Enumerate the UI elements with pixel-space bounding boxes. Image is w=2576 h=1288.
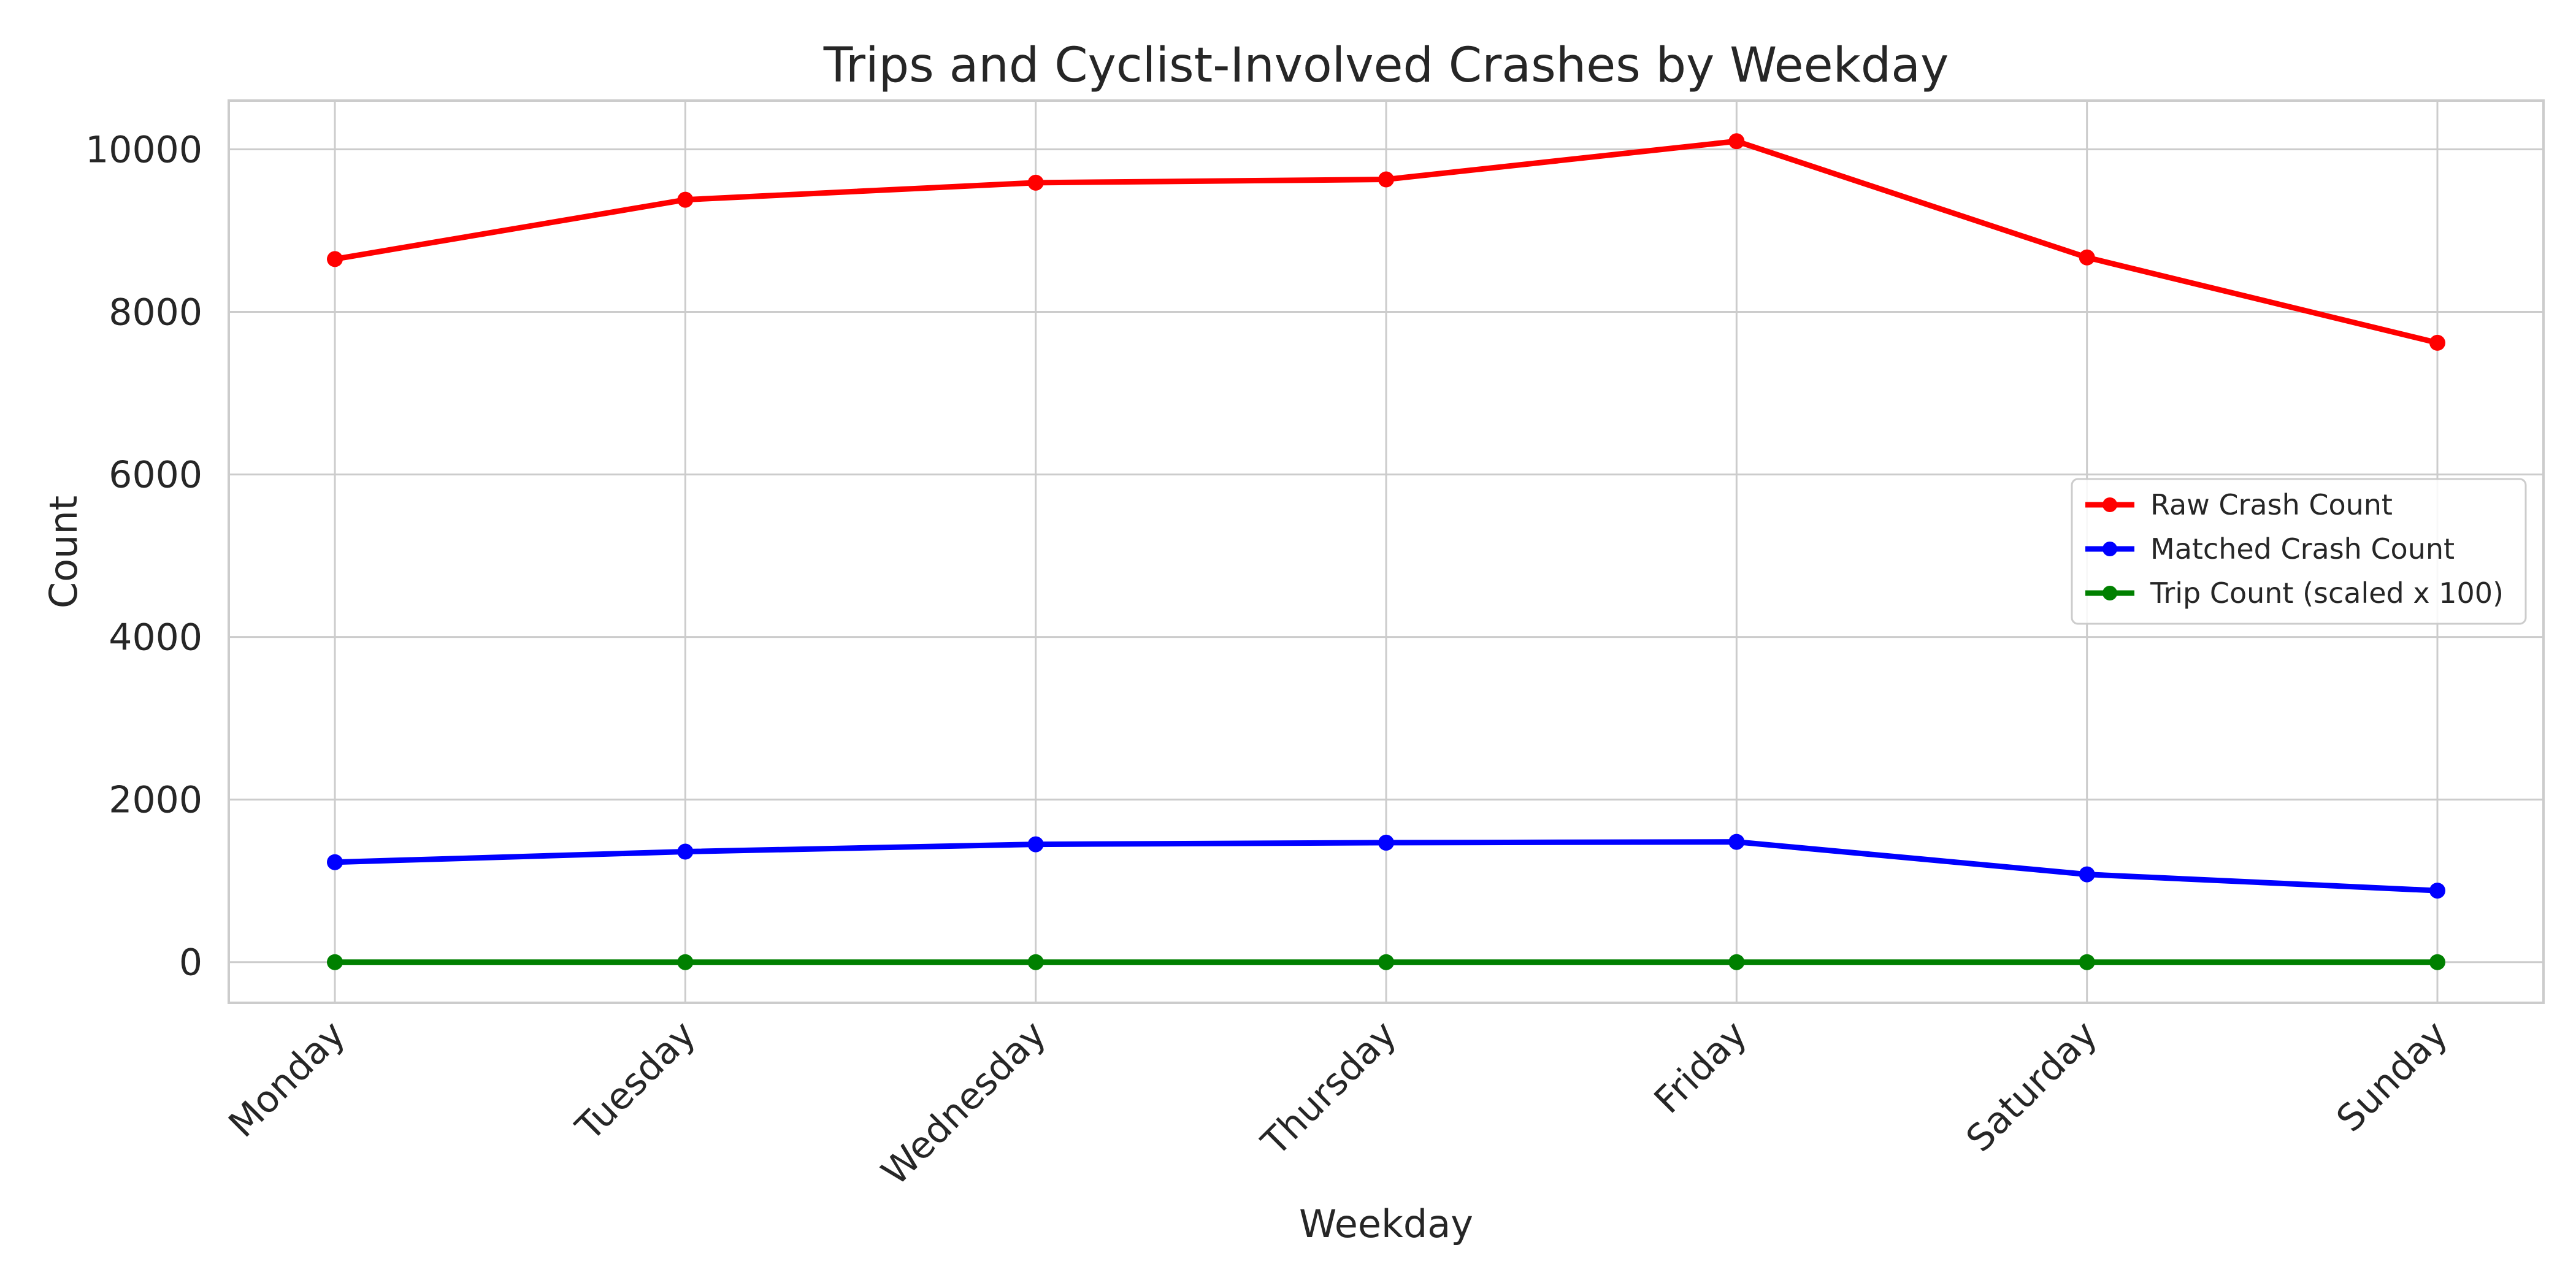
data-point: [677, 191, 694, 208]
legend-box: [2071, 478, 2527, 625]
data-point: [2079, 249, 2095, 266]
data-point: [2079, 954, 2095, 970]
data-point: [2429, 883, 2445, 899]
y-axis-label: Count: [41, 496, 86, 608]
plot-frame: [228, 99, 2545, 1004]
legend-swatch-marker: [2103, 586, 2117, 600]
y-tick-label: 2000: [109, 779, 202, 822]
chart-title: Trips and Cyclist-Involved Crashes by We…: [823, 38, 1949, 93]
series-3: [327, 954, 2445, 970]
data-point: [1728, 834, 1745, 850]
legend-label: Matched Crash Count: [2150, 532, 2455, 565]
legend-item: Raw Crash Count: [2085, 488, 2393, 521]
legend-item: Matched Crash Count: [2085, 532, 2455, 565]
data-point: [1027, 954, 1044, 970]
series-layer: [327, 133, 2445, 970]
x-tick-label: Monday: [221, 1013, 354, 1146]
x-tick-label: Wednesday: [873, 1013, 1054, 1194]
data-point: [327, 954, 343, 970]
data-point: [1027, 174, 1044, 191]
legend: Raw Crash Count Matched Crash Count Trip C…: [2071, 478, 2527, 625]
data-point: [2079, 866, 2095, 883]
y-tick-label: 0: [179, 941, 202, 984]
legend-label: Raw Crash Count: [2150, 488, 2393, 521]
x-tick-label: Sunday: [2328, 1013, 2456, 1140]
data-point: [2429, 954, 2445, 970]
x-axis-label: Weekday: [1299, 1202, 1473, 1246]
series-1: [327, 133, 2445, 351]
data-point: [327, 854, 343, 870]
legend-item: Trip Count (scaled x 100): [2085, 577, 2504, 610]
y-tick-label: 4000: [109, 616, 202, 659]
data-point: [677, 954, 694, 970]
x-tick-label: Friday: [1646, 1013, 1755, 1122]
legend-label: Trip Count (scaled x 100): [2150, 577, 2504, 610]
data-point: [2429, 334, 2445, 351]
legend-swatch-marker: [2103, 542, 2117, 556]
data-point: [1378, 954, 1394, 970]
data-point: [1378, 171, 1394, 188]
x-tick-label: Tuesday: [567, 1013, 704, 1149]
data-point: [1027, 836, 1044, 853]
x-tick-label: Saturday: [1958, 1013, 2106, 1160]
data-point: [327, 251, 343, 267]
data-point: [677, 843, 694, 860]
y-tick-label: 6000: [109, 454, 202, 497]
x-tick-label: Thursday: [1253, 1013, 1405, 1164]
y-axis-ticks: 0 2000 4000 6000 8000 10000: [85, 129, 202, 984]
data-point: [1378, 834, 1394, 851]
y-tick-label: 8000: [109, 291, 202, 334]
y-tick-label: 10000: [85, 129, 202, 172]
data-point: [1728, 954, 1745, 970]
legend-swatch-marker: [2103, 497, 2117, 512]
series-2: [327, 834, 2445, 899]
x-axis-ticks: Monday Tuesday Wednesday Thursday Friday Satu…: [221, 1013, 2456, 1194]
data-point: [1728, 133, 1745, 150]
